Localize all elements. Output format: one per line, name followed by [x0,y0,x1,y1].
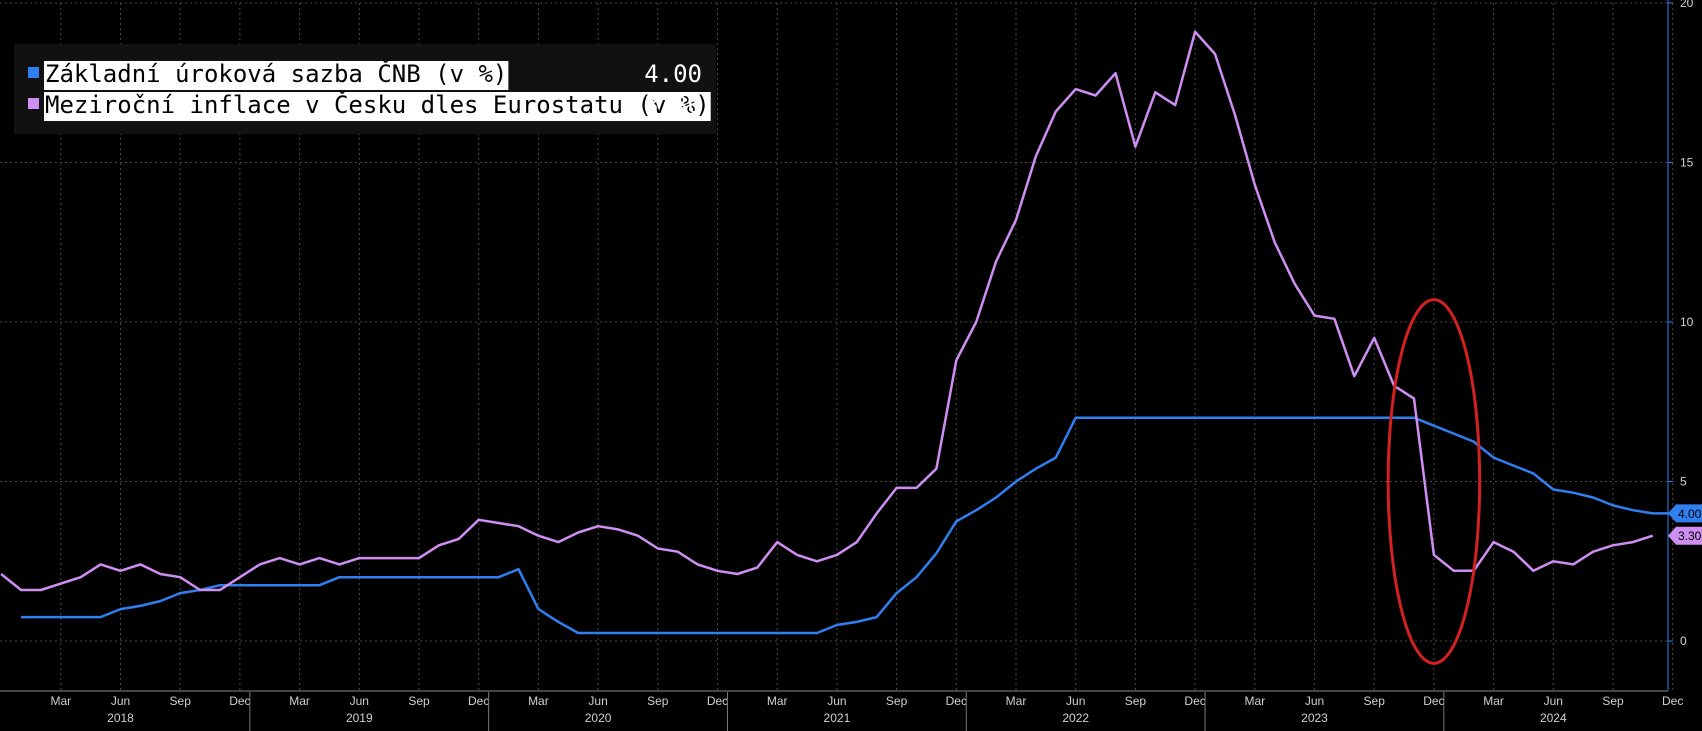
x-year-label: 2019 [346,711,373,725]
x-tick-label: Mar [50,694,71,708]
legend-label-highlight [44,92,711,121]
y-tick-label: 0 [1680,634,1687,648]
legend-swatch [28,98,39,109]
x-tick-label: Dec [707,694,728,708]
legend-label-highlight [44,61,509,90]
x-tick-label: Jun [1066,694,1085,708]
x-tick-label: Sep [1602,694,1624,708]
y-tick-label: 10 [1680,315,1694,329]
x-year-label: 2021 [824,711,851,725]
y-tick-label: 15 [1680,156,1694,170]
x-tick-label: Dec [1662,694,1683,708]
series-line-0 [21,416,1673,635]
x-tick-label: Mar [528,694,549,708]
x-year-label: 2024 [1540,711,1567,725]
x-tick-label: Mar [1483,694,1504,708]
legend-label: Základní úroková sazba ČNB (v %) [45,58,507,88]
x-tick-label: Sep [1125,694,1147,708]
x-tick-label: Dec [468,694,489,708]
x-tick-label: Jun [588,694,607,708]
x-tick-label: Sep [170,694,192,708]
x-tick-label: Sep [647,694,669,708]
x-year-label: 2022 [1062,711,1089,725]
x-tick-label: Mar [1006,694,1027,708]
last-value-badge-0: 4.00 [1668,504,1702,523]
x-tick-label: Jun [1544,694,1563,708]
x-tick-label: Jun [1305,694,1324,708]
legend-swatch [28,67,39,78]
x-year-label: 2018 [107,711,134,725]
x-tick-label: Dec [946,694,967,708]
series-lines [0,30,1673,635]
x-tick-label: Jun [827,694,846,708]
legend-entry-1: Meziroční inflace v Česku dles Eurostatu… [28,89,711,121]
legend: Základní úroková sazba ČNB (v %) 4.00Mezi… [14,44,716,134]
x-tick-label: Mar [1244,694,1265,708]
x-tick-label: Dec [1184,694,1205,708]
x-tick-label: Dec [1423,694,1444,708]
annotations [1386,298,1482,665]
legend-value: 4.00 [644,60,702,88]
badge-value: 4.00 [1678,507,1702,521]
y-tick-label: 5 [1680,475,1687,489]
highlight-ellipse [1386,298,1482,665]
legend-box: Základní úroková sazba ČNB (v %) 4.00Mezi… [14,44,716,134]
x-tick-label: Sep [408,694,430,708]
legend-value: 3.30 [644,91,702,119]
x-tick-label: Jun [350,694,369,708]
x-tick-label: Jun [111,694,130,708]
x-tick-label: Mar [289,694,310,708]
x-year-label: 2020 [585,711,612,725]
y-tick-label: 20 [1680,0,1694,10]
series-line-1 [0,30,1654,592]
badge-shape [1668,504,1702,523]
x-tick-label: Mar [767,694,788,708]
legend-entry-0: Základní úroková sazba ČNB (v %) 4.00 [28,58,702,90]
last-value-badge-1: 3.30 [1668,526,1702,545]
legend-label: Meziroční inflace v Česku dles Eurostatu… [45,89,710,119]
grid-lines [0,2,1674,690]
x-tick-label: Sep [886,694,908,708]
x-tick-label: Dec [229,694,250,708]
x-tick-label: Sep [1364,694,1386,708]
badge-value: 3.30 [1678,529,1702,543]
badge-shape [1668,526,1702,545]
last-value-badges: 4.00 3.30 [1668,504,1702,545]
x-year-label: 2023 [1301,711,1328,725]
